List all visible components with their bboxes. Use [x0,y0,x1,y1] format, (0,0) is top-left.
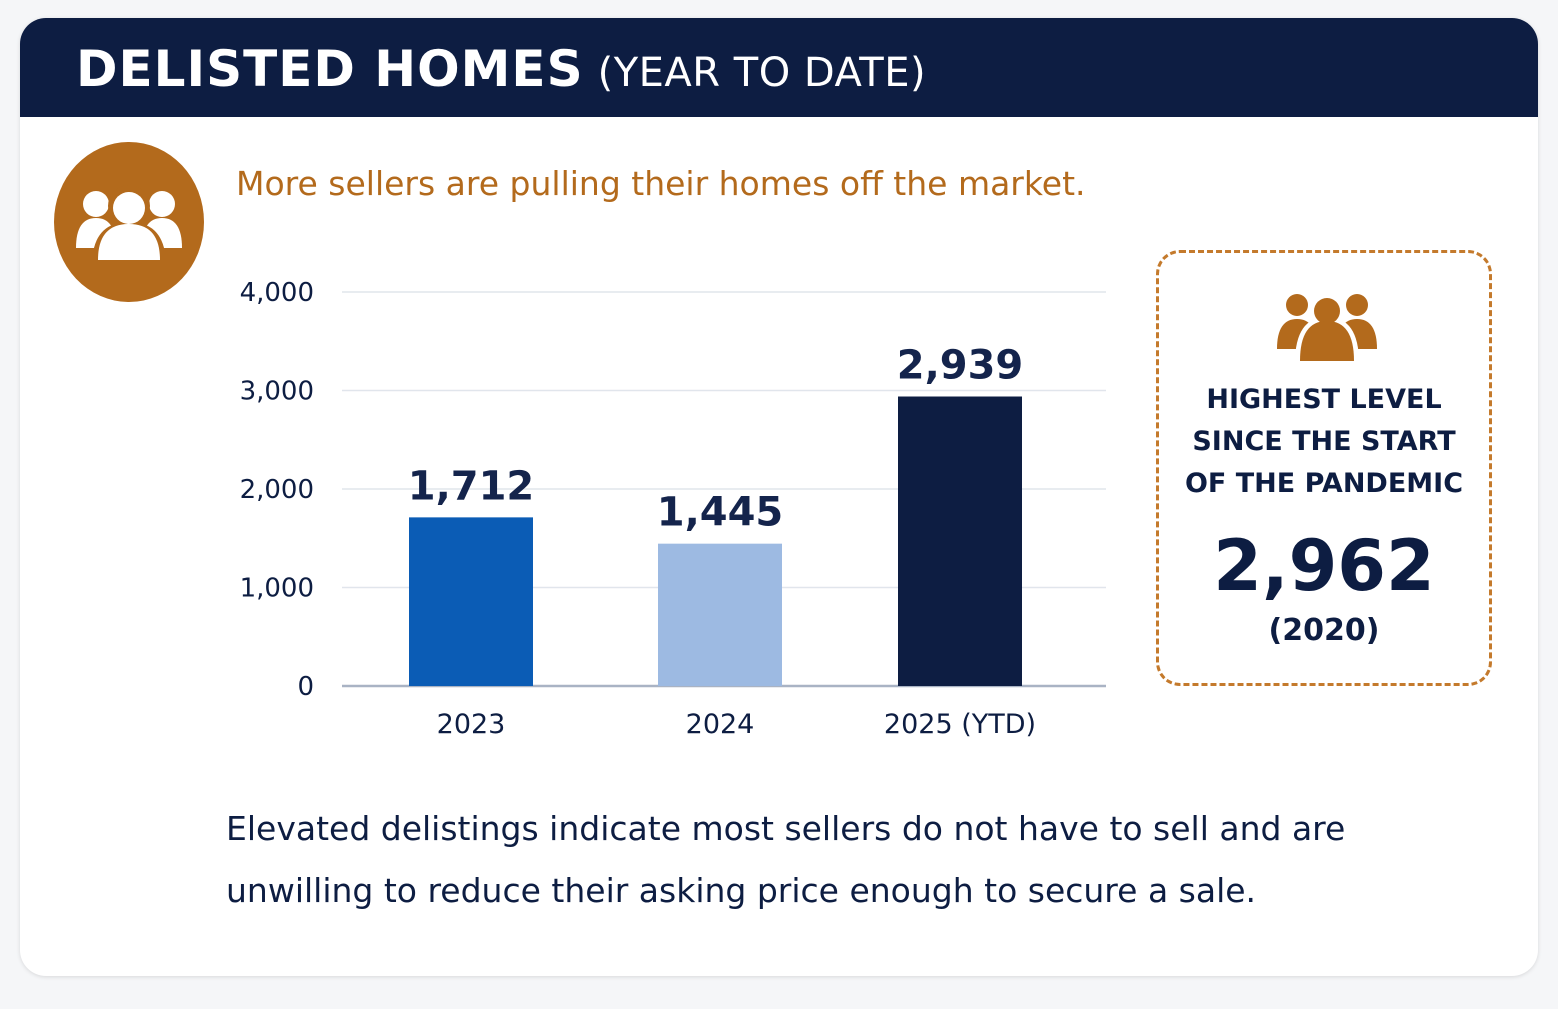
callout-year: (2020) [1268,613,1380,648]
callout-text: HIGHEST LEVEL SINCE THE START OF THE PAN… [1159,379,1489,505]
chart-subtitle: More sellers are pulling their homes off… [236,164,1086,203]
footnote: Elevated delistings indicate most seller… [226,798,1345,922]
y-tick-label: 0 [297,672,314,702]
people-group-icon [54,142,204,302]
y-tick-label: 1,000 [240,574,314,604]
callout-value: 2,962 [1213,525,1435,607]
data-label: 1,445 [657,490,784,536]
y-tick-label: 4,000 [240,278,314,308]
callout-box: HIGHEST LEVEL SINCE THE START OF THE PAN… [1156,250,1492,686]
x-tick-label: 2025 (YTD) [884,709,1036,740]
callout-line: HIGHEST LEVEL [1206,384,1442,415]
x-tick-label: 2023 [437,709,506,740]
header-bar: DELISTED HOMES (YEAR TO DATE) [20,18,1538,117]
infographic-card: DELISTED HOMES (YEAR TO DATE) More seller… [20,18,1538,976]
footnote-line: Elevated delistings indicate most seller… [226,809,1346,848]
footnote-line: unwilling to reduce their asking price e… [226,871,1257,910]
bar [898,396,1022,686]
title-main: DELISTED HOMES [76,40,584,98]
bar-chart: 0 1,000 2,000 3,000 4,000 1,712 2023 1,445 2024 2… [240,278,1106,740]
x-tick-label: 2024 [686,709,755,740]
bar [409,517,533,686]
bar [658,543,782,686]
page-title: DELISTED HOMES (YEAR TO DATE) [76,40,926,98]
title-sub: (YEAR TO DATE) [597,50,927,96]
y-tick-label: 3,000 [240,377,314,407]
data-label: 1,712 [408,463,535,509]
people-group-icon [1275,291,1379,367]
y-tick-label: 2,000 [240,475,314,505]
data-label: 2,939 [897,343,1024,389]
callout-line: SINCE THE START [1192,426,1456,457]
callout-line: OF THE PANDEMIC [1184,468,1464,499]
